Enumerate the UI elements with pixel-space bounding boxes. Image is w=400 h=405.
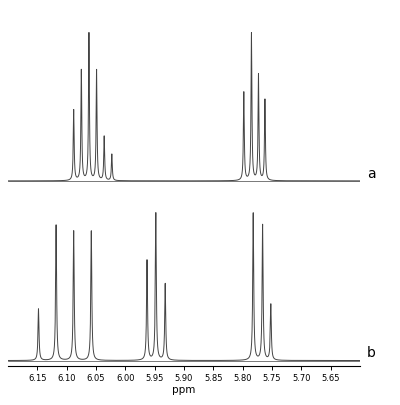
Text: b: b bbox=[367, 345, 376, 359]
Text: a: a bbox=[367, 166, 376, 180]
X-axis label: ppm: ppm bbox=[172, 384, 196, 394]
